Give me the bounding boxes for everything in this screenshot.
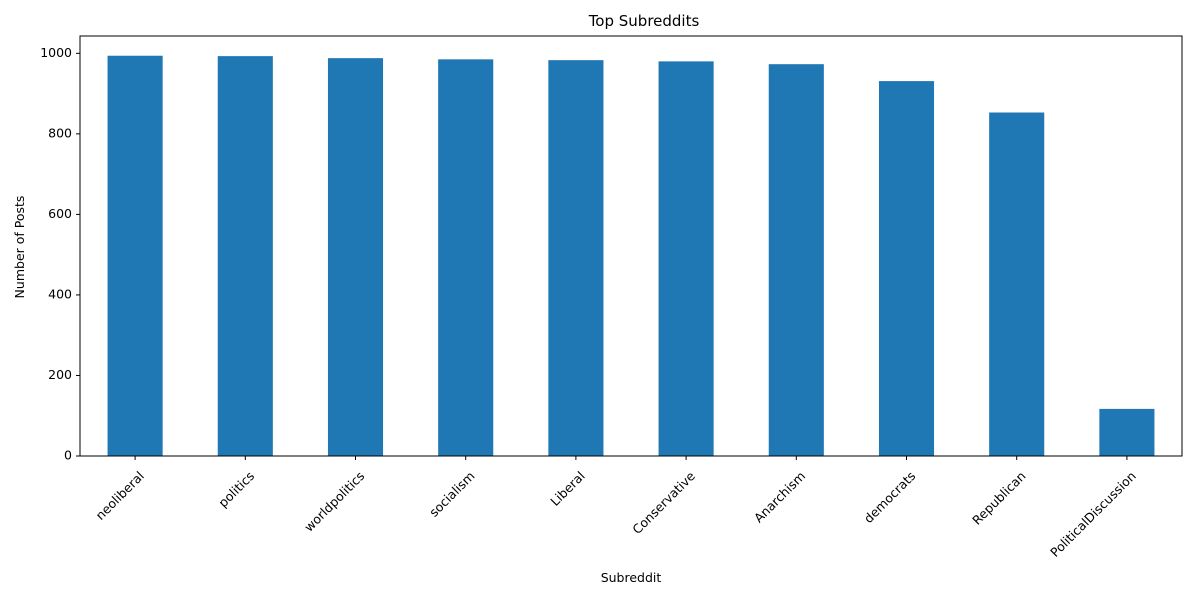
y-axis-ticks: 0 200 400 600 800 1000 [40,45,80,463]
y-tick-label: 0 [64,448,72,463]
y-tick-label: 200 [48,367,72,382]
bar-worldpolitics [327,58,384,457]
y-axis-label: Number of Posts [12,196,27,299]
bar-PoliticalDiscussion [1099,408,1155,456]
y-tick-label: 800 [48,125,72,140]
bar-socialism [438,59,494,456]
x-axis-ticks: neoliberal politics worldpolitics socialism… [92,456,1139,560]
plot-frame [79,35,1183,457]
bar-neoliberal [107,55,163,457]
x-tick-label: PoliticalDiscussion [1047,468,1139,560]
x-axis-label: Subreddit [601,570,662,585]
bars-group [107,55,1155,457]
y-tick-label: 600 [48,206,72,221]
x-tick-label: neoliberal [92,468,147,523]
bar-Anarchism [768,64,824,456]
bar-Republican [989,112,1045,456]
x-tick-label: Anarchism [751,468,808,525]
x-tick-label: politics [215,468,257,510]
x-tick-label: Conservative [629,468,698,537]
bar-Conservative [658,61,714,456]
chart-title: Top Subreddits [588,12,700,30]
x-tick-label: worldpolitics [301,468,367,534]
bar-politics [217,56,273,457]
x-tick-label: democrats [861,468,919,526]
y-tick-label: 400 [48,286,72,301]
y-tick-label: 1000 [40,45,72,60]
x-tick-label: Republican [969,468,1028,527]
x-tick-label: Liberal [547,468,588,509]
bar-democrats [878,81,935,456]
x-tick-label: socialism [426,468,477,519]
bar-Liberal [548,60,604,457]
